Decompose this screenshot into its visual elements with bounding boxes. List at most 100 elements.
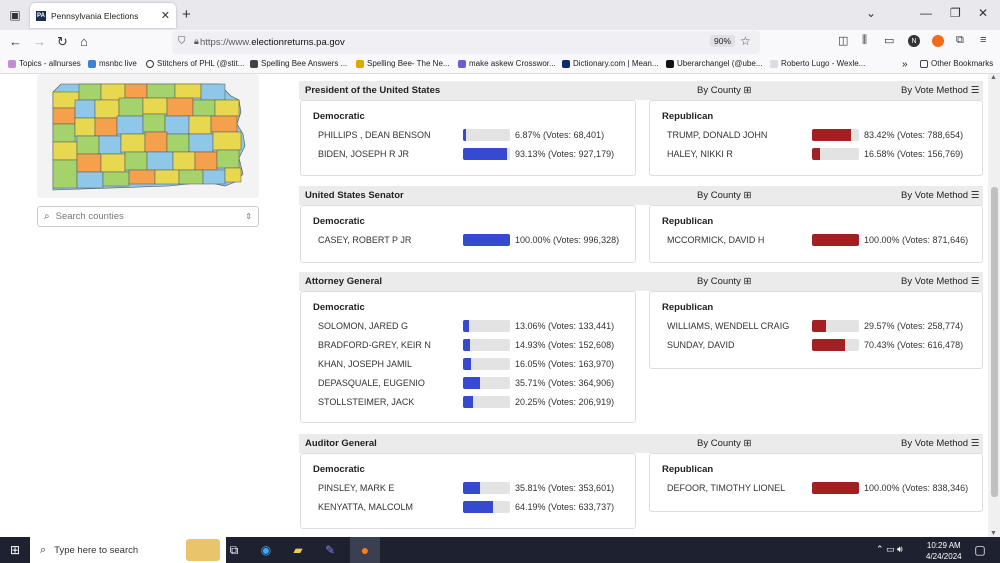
back-icon[interactable]: ← bbox=[9, 34, 22, 49]
bookmark-item[interactable]: Topics - allnurses bbox=[8, 59, 81, 68]
folder-icon bbox=[920, 59, 928, 68]
vote-share-bar bbox=[812, 320, 859, 332]
clock[interactable]: 10:29 AM 4/24/2024 bbox=[926, 540, 962, 562]
search-counties-input[interactable]: ⌕ Search counties ⇕ bbox=[37, 206, 259, 227]
candidate-row: PINSLEY, MARK E 35.81% (Votes: 353,601) bbox=[318, 482, 638, 496]
candidate-name: STOLLSTEIMER, JACK bbox=[318, 397, 415, 407]
bookmark-item[interactable]: Spelling Bee- The Ne... bbox=[356, 59, 450, 68]
browser-tab[interactable]: PA Pennsylvania Elections ✕ bbox=[30, 3, 176, 28]
by-county-label: By County bbox=[697, 276, 741, 287]
bookmark-item[interactable]: Uberarchangel (@ube... bbox=[666, 59, 763, 68]
chevron-down-icon[interactable]: ⌄ bbox=[866, 6, 877, 20]
scrollbar[interactable]: ▲ ▼ bbox=[988, 74, 1000, 537]
bookmark-favicon-icon bbox=[770, 59, 778, 68]
bookmark-item[interactable]: msnbc live bbox=[88, 59, 137, 68]
shield-icon[interactable]: ⛉ bbox=[178, 36, 186, 47]
vote-percent: 14.93% (Votes: 152,608) bbox=[515, 340, 615, 350]
by-vote-method-button[interactable]: By Vote Method ☰ bbox=[901, 190, 979, 201]
forward-icon[interactable]: → bbox=[33, 34, 46, 49]
edge-icon[interactable]: ◉ bbox=[260, 543, 272, 557]
vote-share-bar bbox=[463, 501, 510, 513]
candidate-name: MCCORMICK, DAVID H bbox=[667, 235, 765, 245]
by-vote-method-button[interactable]: By Vote Method ☰ bbox=[901, 438, 979, 449]
by-county-button[interactable]: By County ⊞ bbox=[697, 190, 751, 201]
x-logo-icon bbox=[666, 59, 674, 68]
by-county-button[interactable]: By County ⊞ bbox=[697, 276, 751, 287]
bookmark-item[interactable]: make askew Crosswor... bbox=[458, 59, 556, 68]
menu-icon[interactable]: ≡ bbox=[980, 34, 987, 46]
page-content: ⌕ Search counties ⇕ President of the Uni… bbox=[0, 74, 988, 537]
bookmark-item[interactable]: Roberto Lugo - Wexle... bbox=[770, 59, 865, 68]
bookmark-item[interactable]: Dictionary.com | Mean... bbox=[562, 59, 659, 68]
grid-icon: ⊞ bbox=[743, 85, 752, 96]
vote-share-bar bbox=[812, 148, 859, 160]
other-bookmarks[interactable]: Other Bookmarks bbox=[920, 59, 993, 68]
vote-percent: 93.13% (Votes: 927,179) bbox=[515, 149, 615, 159]
bookmark-favicon-icon bbox=[356, 59, 364, 68]
file-explorer-icon[interactable]: ▰ bbox=[293, 543, 303, 557]
home-icon[interactable]: ⌂ bbox=[80, 34, 88, 49]
by-vote-method-label: By Vote Method bbox=[901, 438, 969, 449]
zoom-level[interactable]: 90% bbox=[710, 35, 736, 47]
extension-icon[interactable] bbox=[932, 35, 944, 47]
grid-icon: ⊞ bbox=[743, 438, 752, 449]
candidate-name: BRADFORD-GREY, KEIR N bbox=[318, 340, 431, 350]
vote-share-bar bbox=[463, 148, 510, 160]
bookmark-favicon-icon bbox=[88, 59, 96, 68]
vote-share-bar bbox=[463, 358, 510, 370]
reload-icon[interactable]: ↻ bbox=[57, 34, 68, 49]
task-view-icon[interactable]: ⧉ bbox=[229, 542, 239, 557]
by-vote-method-button[interactable]: By Vote Method ☰ bbox=[901, 276, 979, 287]
by-county-button[interactable]: By County ⊞ bbox=[697, 438, 751, 449]
close-window-icon[interactable]: ✕ bbox=[978, 6, 989, 20]
race-title: Attorney General bbox=[305, 276, 383, 287]
candidate-row: KENYATTA, MALCOLM 64.19% (Votes: 633,737… bbox=[318, 501, 638, 515]
scroll-down-icon[interactable]: ▼ bbox=[990, 530, 997, 537]
taskbar-search-box[interactable]: ⌕ Type here to search bbox=[30, 537, 226, 563]
candidate-name: KENYATTA, MALCOLM bbox=[318, 502, 414, 512]
candidate-row: CASEY, ROBERT P JR 100.00% (Votes: 996,3… bbox=[318, 234, 638, 248]
by-vote-method-button[interactable]: By Vote Method ☰ bbox=[901, 85, 979, 96]
republican-card: Republican WILLIAMS, WENDELL CRAIG 29.57… bbox=[649, 291, 983, 369]
race-title: Auditor General bbox=[305, 438, 377, 449]
party-label: Democratic bbox=[313, 111, 365, 122]
vote-percent: 70.43% (Votes: 616,478) bbox=[864, 340, 964, 350]
list-icon: ☰ bbox=[970, 85, 980, 96]
candidate-row: SOLOMON, JARED G 13.06% (Votes: 133,441) bbox=[318, 320, 638, 334]
library-icon[interactable]: ⫼ bbox=[862, 34, 868, 46]
grid-icon: ⊞ bbox=[743, 190, 752, 201]
windows-start-icon[interactable]: ⊞ bbox=[9, 543, 21, 557]
firefox-icon[interactable]: ● bbox=[350, 537, 380, 563]
new-tab-icon[interactable]: + bbox=[182, 6, 191, 23]
bookmark-item[interactable]: Stitchers of PHL (@stit... bbox=[146, 59, 244, 68]
vote-share-bar bbox=[463, 482, 510, 494]
extensions-puzzle-icon[interactable]: ⧉ bbox=[956, 34, 964, 46]
app-icon[interactable]: ✎ bbox=[324, 543, 336, 557]
pocket-icon[interactable]: ◫ bbox=[838, 35, 849, 47]
bookmark-star-icon[interactable]: ☆ bbox=[740, 34, 751, 48]
clock-time: 10:29 AM bbox=[926, 541, 961, 550]
address-bar[interactable]: ⛉ 🔒︎ https://www.electionreturns.pa.gov … bbox=[172, 31, 760, 54]
minimize-icon[interactable]: — bbox=[920, 6, 932, 20]
close-tab-icon[interactable]: ✕ bbox=[160, 10, 170, 22]
notifications-icon[interactable]: ▢ bbox=[974, 543, 986, 557]
restore-icon[interactable]: ❐ bbox=[950, 6, 961, 20]
more-bookmarks-icon[interactable]: » bbox=[902, 59, 908, 70]
vote-share-bar bbox=[463, 129, 510, 141]
search-icon: ⌕ bbox=[44, 211, 50, 222]
bookmark-item[interactable]: Spelling Bee Answers ... bbox=[250, 59, 347, 68]
vote-share-fill bbox=[463, 234, 510, 246]
url-text[interactable]: https://www.electionreturns.pa.gov bbox=[200, 37, 345, 48]
system-tray[interactable]: ⌃ ▭ 🔊︎ bbox=[876, 544, 903, 554]
tab-list-icon[interactable]: ▣ bbox=[9, 8, 21, 22]
scroll-up-icon[interactable]: ▲ bbox=[990, 74, 997, 81]
by-county-button[interactable]: By County ⊞ bbox=[697, 85, 751, 96]
account-icon[interactable]: N bbox=[908, 35, 920, 47]
scroll-thumb[interactable] bbox=[991, 187, 998, 497]
candidate-row: STOLLSTEIMER, JACK 20.25% (Votes: 206,91… bbox=[318, 396, 638, 410]
vote-share-fill bbox=[463, 358, 471, 370]
sidebar-icon[interactable]: ▭ bbox=[884, 35, 895, 47]
lock-icon[interactable]: 🔒︎ bbox=[194, 36, 199, 46]
sort-arrows-icon[interactable]: ⇕ bbox=[245, 212, 252, 221]
pennsylvania-county-map[interactable] bbox=[49, 78, 247, 196]
